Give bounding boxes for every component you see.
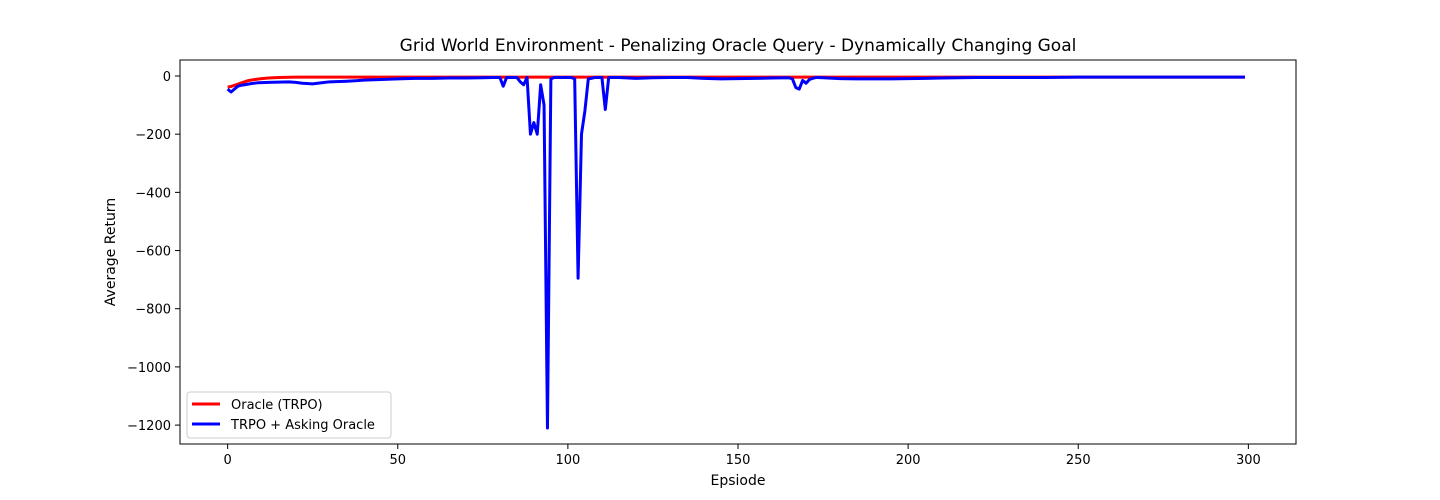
- y-tick-label: −600: [135, 245, 171, 260]
- x-tick-label: 100: [555, 453, 580, 468]
- series-layer: [226, 75, 1245, 430]
- y-tick-label: −1200: [127, 419, 171, 434]
- y-tick-label: 0: [163, 70, 171, 85]
- chart-title: Grid World Environment - Penalizing Orac…: [400, 36, 1077, 56]
- x-tick-label: 250: [1066, 453, 1091, 468]
- y-axis: 0 −200 −400 −600 −800 −1000 −1200: [127, 70, 180, 434]
- legend: Oracle (TRPO) TRPO + Asking Oracle: [186, 391, 392, 439]
- y-tick-label: −800: [135, 303, 171, 318]
- legend-label-2: TRPO + Asking Oracle: [230, 418, 375, 433]
- x-tick-label: 50: [389, 453, 406, 468]
- x-tick-label: 0: [223, 453, 231, 468]
- legend-label-1: Oracle (TRPO): [231, 398, 323, 413]
- x-axis: 0 50 100 150 200 250 300: [223, 444, 1261, 468]
- y-axis-label: Average Return: [103, 198, 119, 306]
- x-axis-label: Epsiode: [711, 473, 766, 489]
- x-tick-label: 300: [1236, 453, 1261, 468]
- legend-box: [186, 391, 392, 439]
- y-tick-label: −200: [135, 128, 171, 143]
- x-tick-label: 150: [726, 453, 751, 468]
- y-tick-label: −1000: [127, 361, 171, 376]
- series-line-2: [226, 75, 1245, 430]
- x-tick-label: 200: [896, 453, 921, 468]
- y-tick-label: −400: [135, 186, 171, 201]
